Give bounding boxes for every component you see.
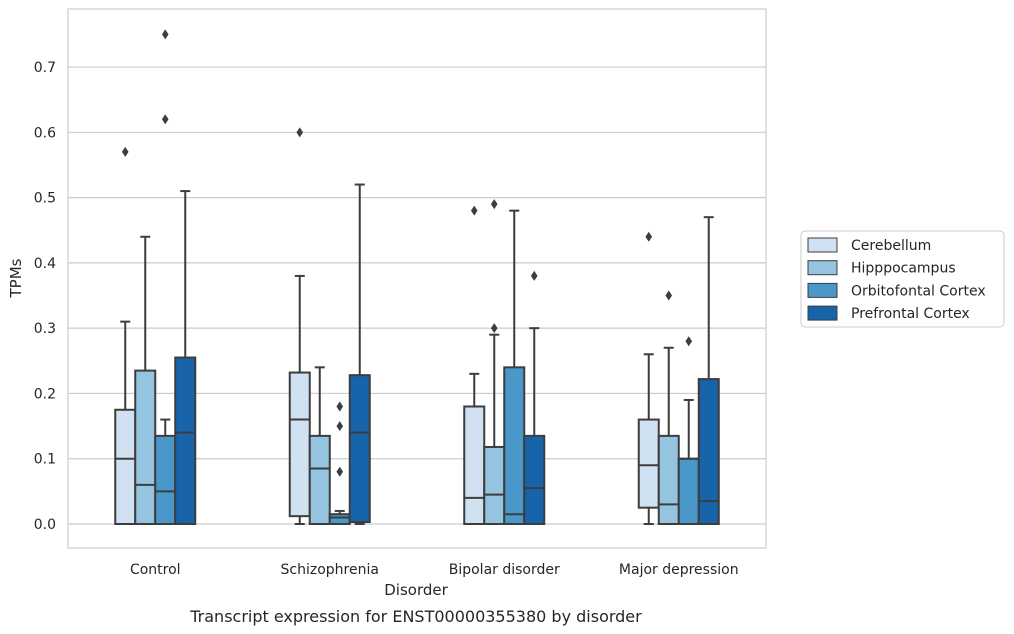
- legend-swatch: [807, 282, 838, 298]
- y-tick-label: 0.2: [34, 386, 56, 402]
- x-tick-label: Bipolar disorder: [449, 562, 560, 578]
- box-hipppocampus: [483, 199, 506, 526]
- box-body: [154, 434, 177, 526]
- box-cerebellum: [637, 231, 660, 525]
- box-prefrontal-cortex: [348, 183, 371, 525]
- legend-swatch: [807, 260, 838, 276]
- legend-label: Prefrontal Cortex: [851, 306, 970, 322]
- y-tick-label: 0.6: [34, 125, 56, 141]
- legend-swatch: [807, 305, 838, 321]
- box-orbitofontal-cortex: [154, 29, 177, 526]
- x-tick-label: Major depression: [619, 562, 739, 578]
- box-body: [288, 371, 311, 518]
- outlier-point: [336, 401, 344, 412]
- y-tick-label: 0.3: [34, 321, 56, 337]
- box-body: [657, 434, 680, 526]
- y-tick-label: 0.5: [34, 191, 56, 207]
- box-hipppocampus: [134, 235, 157, 526]
- y-tick-label: 0.7: [34, 60, 56, 76]
- box-body: [463, 405, 486, 525]
- box-body: [328, 513, 351, 526]
- box-orbitofontal-cortex: [328, 401, 351, 526]
- box-body: [483, 445, 506, 526]
- outlier-point: [336, 421, 344, 432]
- outlier-point: [121, 146, 129, 157]
- outlier-point: [161, 114, 169, 125]
- y-tick-labels: 0.0 0.1 0.2 0.3 0.4 0.5 0.6 0.7: [34, 60, 56, 533]
- box-body: [503, 366, 526, 525]
- legend: Cerebellum Hipppocampus Orbitofontal Corte…: [800, 230, 1005, 328]
- box-body: [134, 369, 157, 526]
- box-cerebellum: [288, 127, 311, 525]
- box-body: [308, 434, 331, 526]
- box-orbitofontal-cortex: [677, 336, 700, 525]
- outlier-point: [665, 290, 673, 301]
- box-hipppocampus: [657, 290, 680, 526]
- y-tick-label: 0.1: [34, 452, 56, 468]
- box-body: [697, 378, 720, 525]
- legend-items: Cerebellum Hipppocampus Orbitofontal Corte…: [807, 237, 986, 322]
- outlier-point: [161, 29, 169, 40]
- outlier-point: [685, 336, 693, 347]
- box-plot-series: [114, 29, 720, 526]
- box-body: [348, 374, 371, 524]
- box-prefrontal-cortex: [697, 216, 720, 525]
- outlier-point: [490, 323, 498, 334]
- x-axis-label: Disorder: [384, 581, 448, 599]
- legend-label: Cerebellum: [851, 238, 931, 254]
- legend-label: Hipppocampus: [851, 261, 956, 277]
- plot-frame: [67, 8, 767, 549]
- y-tick-label: 0.4: [34, 256, 56, 272]
- box-body: [174, 356, 197, 526]
- box-cerebellum: [463, 205, 486, 525]
- box-prefrontal-cortex: [174, 190, 197, 526]
- x-tick-labels: Control Schizophrenia Bipolar disorder Majo…: [130, 562, 739, 578]
- chart-caption: Transcript expression for ENST0000035538…: [189, 607, 642, 626]
- legend-label: Orbitofontal Cortex: [851, 283, 986, 299]
- legend-swatch: [807, 237, 838, 253]
- box-body: [677, 457, 700, 525]
- outlier-point: [490, 199, 498, 210]
- y-tick-label: 0.0: [34, 517, 56, 533]
- x-tick-label: Schizophrenia: [281, 562, 379, 578]
- box-hipppocampus: [308, 366, 331, 526]
- outlier-point: [470, 205, 478, 216]
- outlier-point: [296, 127, 304, 138]
- y-axis-label: TPMs: [7, 258, 25, 298]
- x-tick-label: Control: [130, 562, 181, 578]
- outlier-point: [530, 270, 538, 281]
- box-body: [637, 418, 660, 509]
- outlier-point: [645, 231, 653, 242]
- box-body: [523, 434, 546, 526]
- box-cerebellum: [114, 146, 137, 526]
- box-orbitofontal-cortex: [503, 209, 526, 525]
- box-prefrontal-cortex: [523, 270, 546, 526]
- outlier-point: [336, 466, 344, 477]
- legend-frame: [800, 230, 1005, 328]
- box-body: [114, 408, 137, 526]
